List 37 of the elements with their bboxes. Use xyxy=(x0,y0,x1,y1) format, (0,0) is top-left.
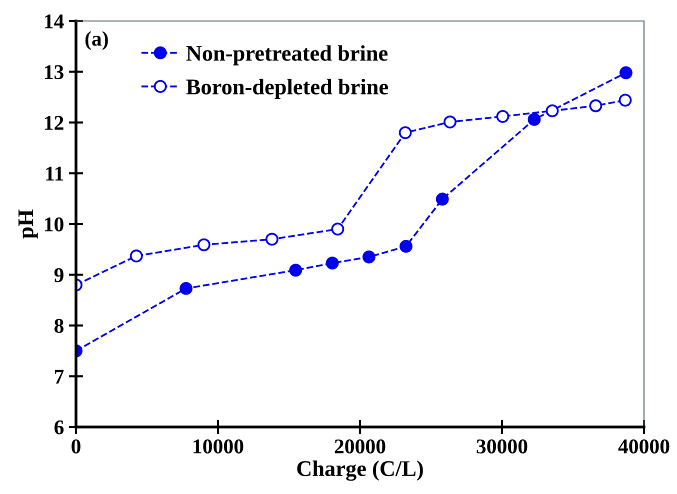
y-tick-label: 7 xyxy=(54,370,64,384)
x-tick-label: 40000 xyxy=(618,439,670,454)
annotation: (a) xyxy=(85,31,108,50)
y-tick-label: 14 xyxy=(45,14,64,28)
point xyxy=(197,238,210,252)
y-tick-label: 13 xyxy=(45,65,64,80)
point xyxy=(436,192,449,206)
point xyxy=(289,264,302,277)
x-tick-label: 20000 xyxy=(334,439,386,454)
point xyxy=(331,222,344,236)
point xyxy=(398,126,412,140)
point xyxy=(620,66,632,80)
point xyxy=(618,94,632,107)
y-tick-label: 10 xyxy=(45,217,64,232)
y-tick-label: 12 xyxy=(45,116,64,130)
y-axis-title: pH xyxy=(18,210,38,239)
point xyxy=(528,112,541,126)
point xyxy=(130,250,143,262)
x-tick-label: 0 xyxy=(72,439,80,454)
x-axis-title: Charge (C/L) xyxy=(297,460,423,481)
y-tick-label: 9 xyxy=(54,268,64,282)
point xyxy=(496,110,510,123)
legend-label: Boron-depleted brine xyxy=(186,78,388,99)
legend-label: Non-pretreated brine xyxy=(186,45,388,66)
x-tick-label: 30000 xyxy=(476,439,528,454)
y-tick-label: 6 xyxy=(54,420,64,434)
point xyxy=(400,240,412,253)
point xyxy=(546,104,559,118)
y-tick-label: 8 xyxy=(54,318,64,333)
point xyxy=(326,256,339,270)
y-tick-label: 11 xyxy=(46,166,64,180)
point xyxy=(180,282,193,295)
x-tick-label: 10000 xyxy=(194,439,244,454)
point xyxy=(444,116,456,128)
point xyxy=(266,232,278,246)
point xyxy=(589,99,602,112)
point xyxy=(362,250,376,264)
